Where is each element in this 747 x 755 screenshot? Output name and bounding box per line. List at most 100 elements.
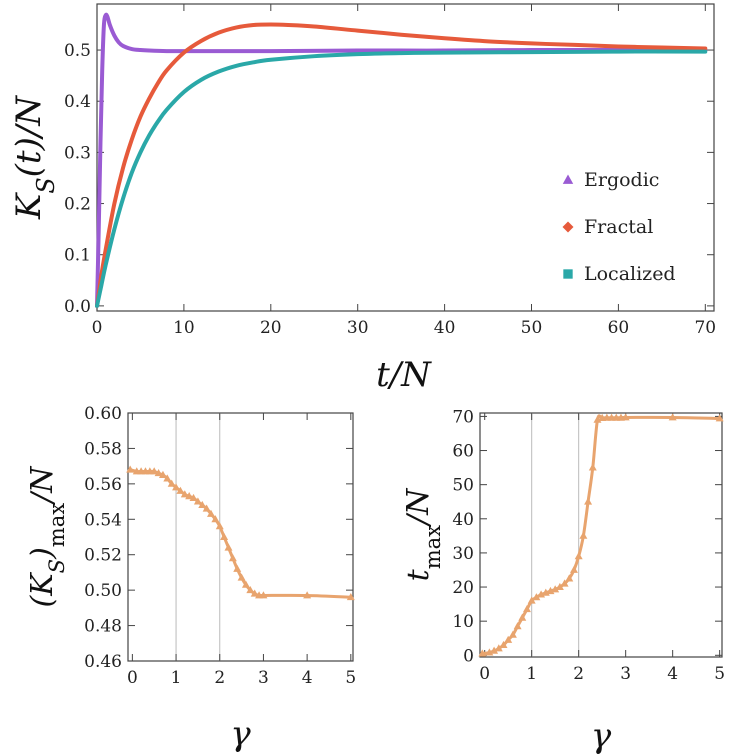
x-tick-label: 3 — [620, 664, 631, 684]
y-tick-label: 0.60 — [84, 404, 122, 424]
y-axis-label: (KS)max/N — [25, 465, 69, 608]
x-tick-label: 5 — [345, 668, 356, 688]
x-tick-label: 60 — [608, 318, 630, 338]
data-point — [499, 640, 508, 648]
data-point — [224, 543, 233, 551]
x-axis-label: γ — [591, 716, 612, 755]
x-tick-label: 1 — [526, 664, 537, 684]
y-tick-label: 0.46 — [84, 652, 122, 672]
data-point — [163, 474, 172, 482]
x-axis-label: t/N — [376, 355, 432, 395]
y-tick-label: 0.58 — [84, 439, 122, 459]
x-tick-label: 50 — [521, 318, 543, 338]
y-tick-label: 0.5 — [64, 41, 91, 61]
y-tick-label: 0.0 — [64, 297, 91, 317]
x-tick-label: 10 — [173, 318, 195, 338]
y-tick-label: 50 — [452, 476, 474, 496]
y-tick-label: 60 — [452, 442, 474, 462]
data-point — [189, 493, 198, 501]
x-tick-label: 4 — [302, 668, 313, 688]
data-point — [569, 565, 578, 573]
x-tick-label: 5 — [714, 664, 725, 684]
data-point — [158, 470, 167, 478]
data-point — [176, 486, 185, 494]
data-point — [504, 635, 513, 643]
data-point — [527, 596, 536, 604]
x-tick-label: 4 — [667, 664, 678, 684]
x-tick-label: 40 — [434, 318, 456, 338]
data-point — [490, 646, 499, 654]
plot-frame — [127, 412, 354, 662]
legend-label-localized: Localized — [584, 263, 676, 285]
chart-ks-vs-time: 0 10 20 30 40 50 60 70 0.0 0.1 0.2 0.3 0.4 0.5 t/N KS(t… — [9, 3, 716, 395]
data-point — [579, 531, 588, 539]
data-point — [668, 413, 677, 421]
x-tick-label: 2 — [214, 668, 225, 688]
data-point — [259, 591, 268, 599]
data-point — [560, 579, 569, 587]
y-tick-label: 40 — [452, 510, 474, 530]
data-point — [154, 469, 163, 477]
series-line-ergodic — [95, 12, 708, 308]
x-tick-label: 0 — [479, 664, 490, 684]
data-point — [346, 593, 355, 601]
data-point — [211, 515, 220, 523]
data-point — [523, 605, 531, 613]
chart-ks-max-vs-gamma: 0 1 2 3 4 5 0.46 0.48 0.50 0.52 0.54 0.56 0.58 0.60 γ (… — [25, 404, 356, 754]
legend-label-ergodic: Ergodic — [584, 169, 659, 191]
series-line-localized — [95, 49, 708, 308]
data-point — [215, 522, 224, 530]
series-line-fractal — [95, 22, 708, 308]
legend-marker-fractal — [562, 221, 574, 233]
y-tick-label: 20 — [452, 578, 474, 598]
data-point — [228, 554, 237, 562]
x-tick-label: 30 — [347, 318, 369, 338]
legend-label-fractal: Fractal — [584, 216, 653, 238]
y-tick-label: 0.4 — [64, 92, 91, 112]
data-point — [478, 649, 487, 657]
x-tick-label: 3 — [258, 668, 269, 688]
data-point — [250, 589, 259, 597]
data-point — [241, 580, 250, 588]
x-tick-label: 20 — [260, 318, 282, 338]
y-tick-label: 0.56 — [84, 475, 122, 495]
data-point — [237, 573, 246, 581]
data-point — [246, 585, 255, 594]
data-point — [303, 591, 312, 599]
data-point — [551, 585, 560, 593]
x-tick-label: 1 — [171, 668, 182, 688]
data-point — [198, 500, 207, 509]
y-tick-label: 0.52 — [84, 546, 122, 566]
data-point — [172, 483, 181, 491]
y-tick-label: 0.1 — [64, 246, 91, 266]
plot-frame — [96, 3, 715, 312]
y-tick-label: 10 — [452, 612, 474, 632]
y-tick-label: 0.50 — [84, 581, 122, 601]
data-point — [532, 593, 541, 601]
data-point — [574, 552, 583, 560]
data-point — [207, 509, 215, 517]
y-tick-label: 0.54 — [84, 510, 122, 530]
y-axis-label: KS(t)/N — [9, 95, 60, 220]
x-tick-label: 2 — [573, 664, 584, 684]
data-point — [565, 574, 574, 582]
data-point — [588, 463, 597, 471]
data-point — [584, 497, 593, 505]
x-tick-label: 0 — [127, 668, 138, 688]
data-point — [715, 414, 724, 422]
data-point — [193, 497, 202, 505]
x-tick-label: 0 — [92, 318, 103, 338]
x-axis-label: γ — [230, 714, 251, 754]
y-axis-label: tmax/N — [401, 487, 445, 581]
y-tick-label: 70 — [452, 407, 474, 427]
data-point — [150, 467, 159, 475]
legend-marker-localized — [563, 269, 573, 279]
data-point — [185, 492, 194, 500]
data-point — [494, 644, 503, 652]
series-line-0 — [480, 414, 722, 656]
data-point — [180, 490, 189, 498]
data-point — [126, 465, 135, 473]
data-point — [220, 532, 229, 540]
